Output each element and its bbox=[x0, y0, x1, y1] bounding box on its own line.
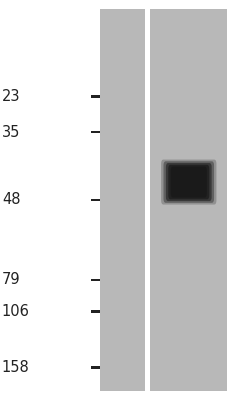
FancyBboxPatch shape bbox=[91, 95, 100, 98]
FancyBboxPatch shape bbox=[91, 199, 100, 201]
FancyBboxPatch shape bbox=[91, 131, 100, 134]
FancyBboxPatch shape bbox=[150, 9, 226, 391]
Text: 79: 79 bbox=[2, 272, 20, 287]
Text: 106: 106 bbox=[2, 304, 30, 319]
Text: 23: 23 bbox=[2, 89, 20, 104]
FancyBboxPatch shape bbox=[170, 166, 206, 198]
FancyBboxPatch shape bbox=[163, 161, 213, 203]
FancyBboxPatch shape bbox=[91, 366, 100, 369]
FancyBboxPatch shape bbox=[91, 310, 100, 313]
FancyBboxPatch shape bbox=[168, 165, 208, 199]
FancyBboxPatch shape bbox=[165, 163, 211, 201]
FancyBboxPatch shape bbox=[91, 278, 100, 281]
FancyBboxPatch shape bbox=[100, 9, 145, 391]
Text: 48: 48 bbox=[2, 192, 20, 208]
Text: 158: 158 bbox=[2, 360, 30, 375]
FancyBboxPatch shape bbox=[144, 9, 150, 391]
Text: 35: 35 bbox=[2, 125, 20, 140]
FancyBboxPatch shape bbox=[160, 160, 215, 204]
